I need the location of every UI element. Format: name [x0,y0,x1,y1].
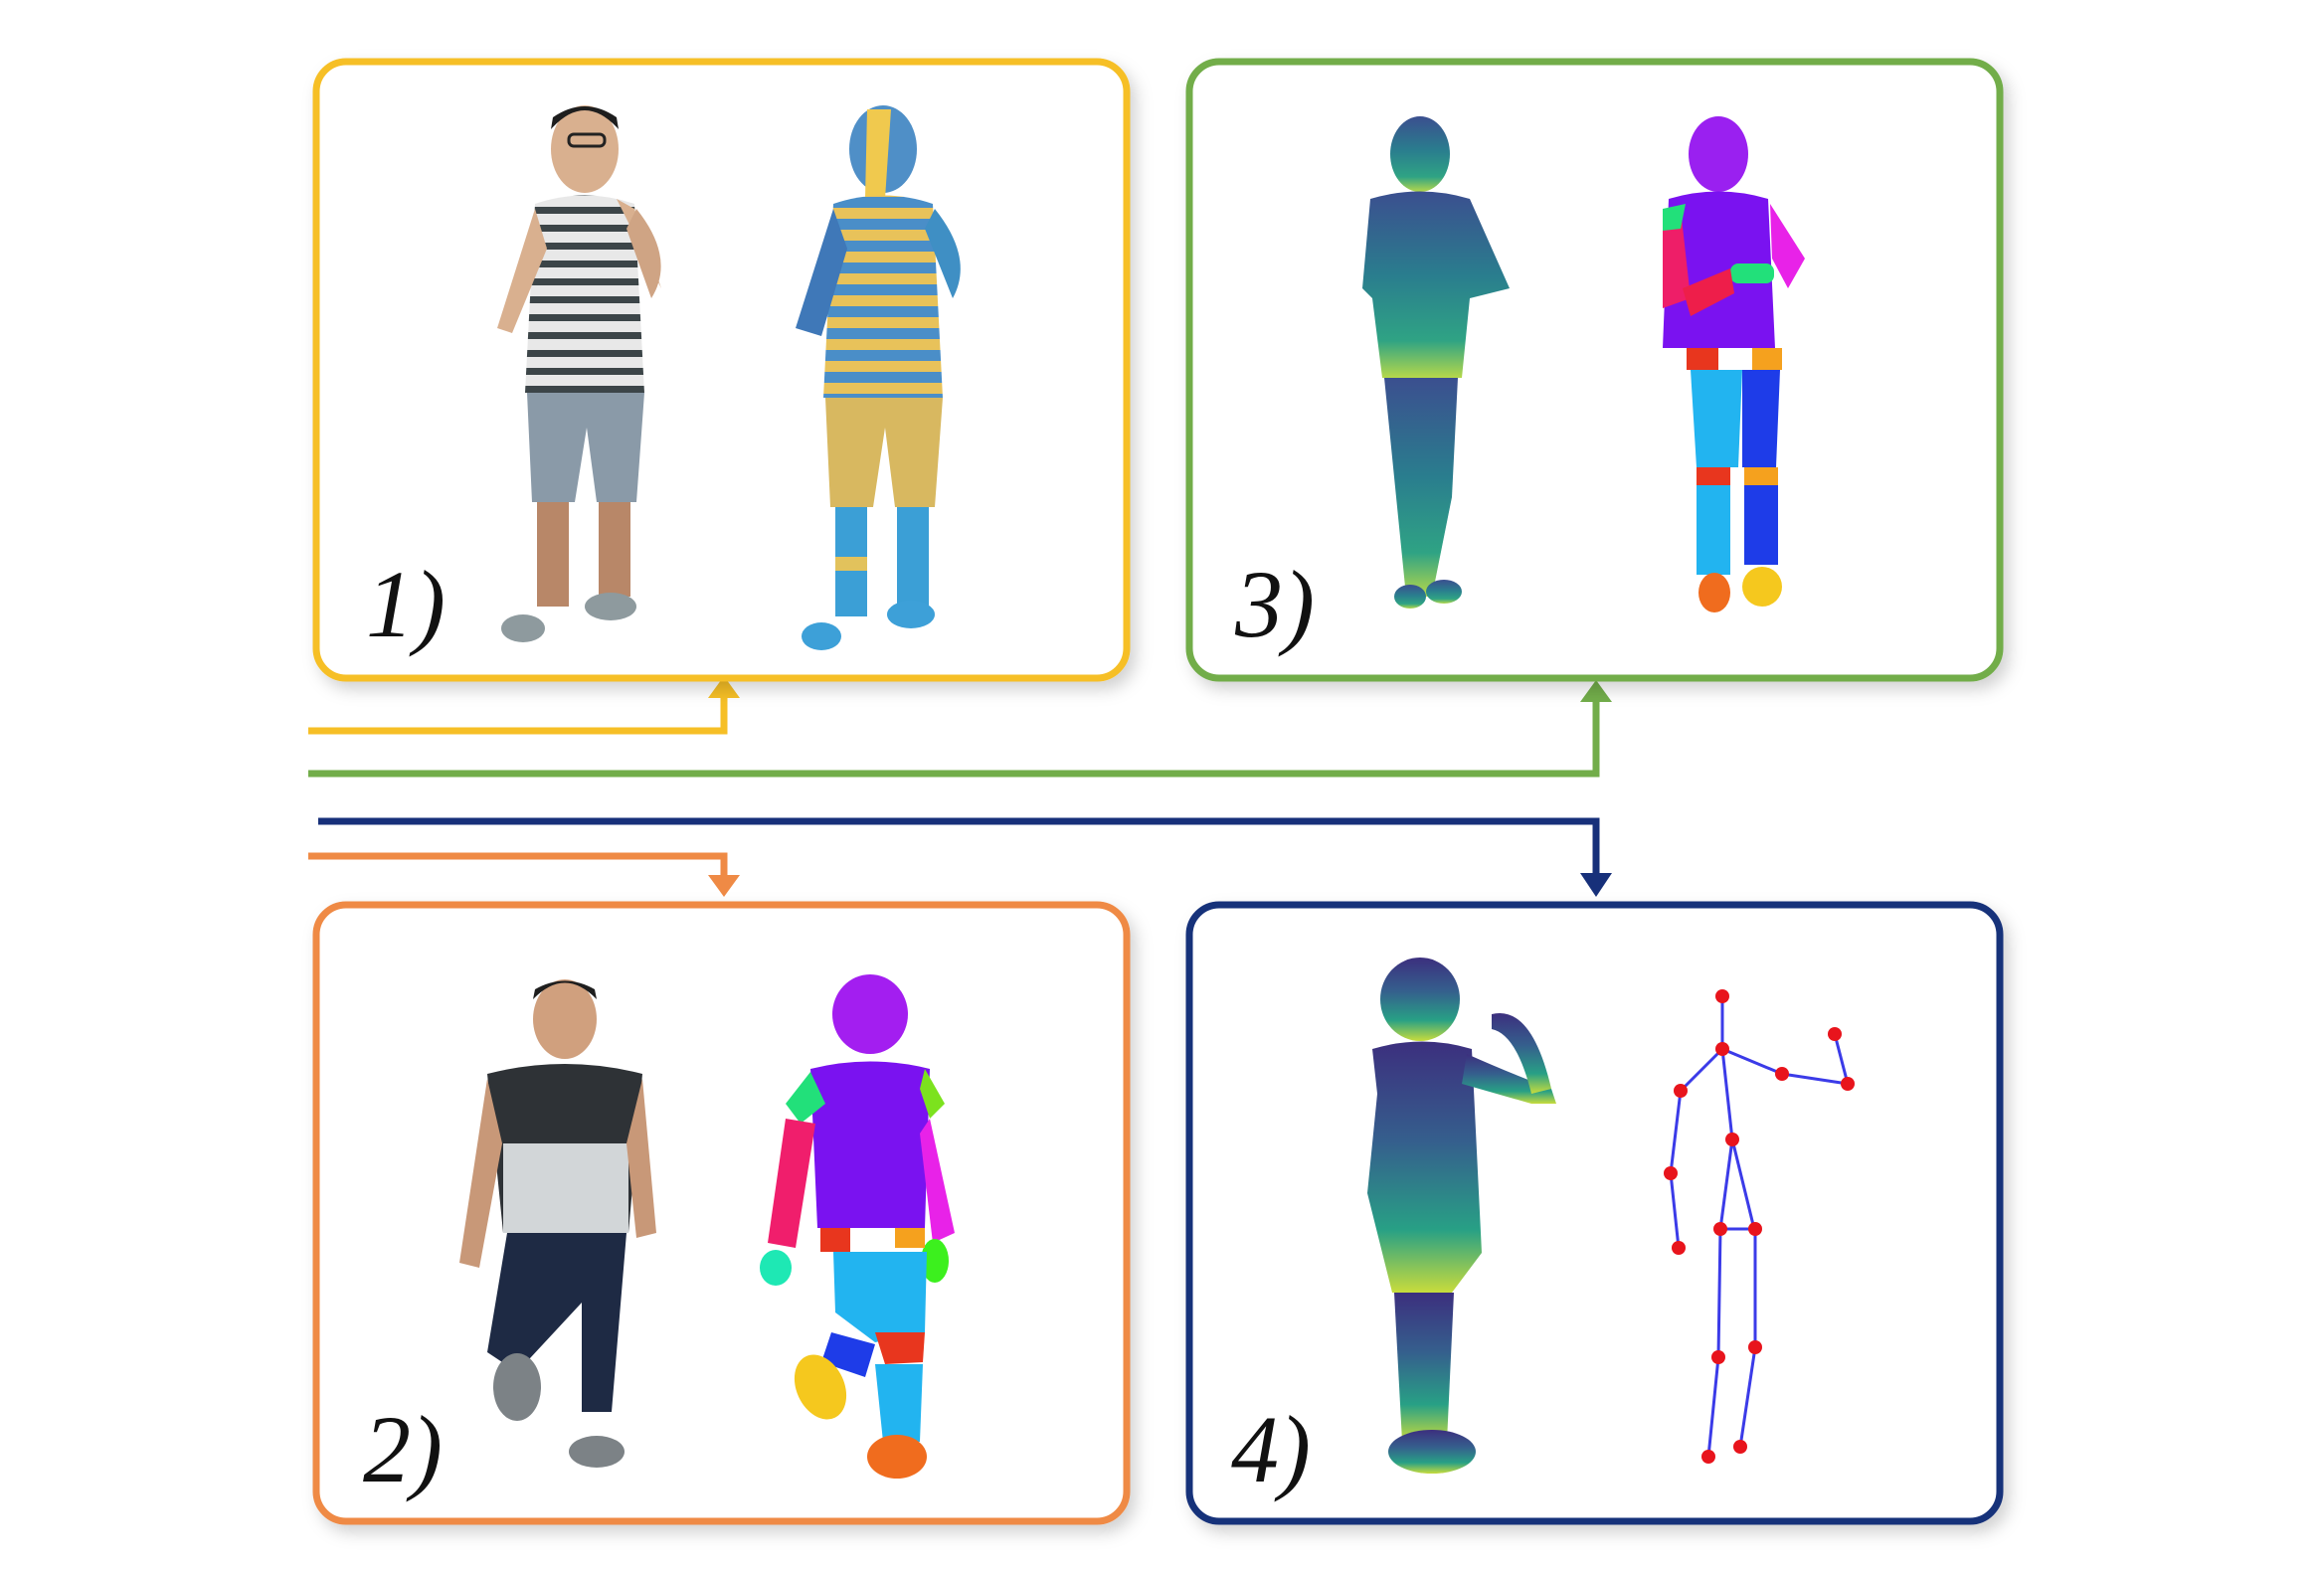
arrow-to-panel-4 [318,817,1600,875]
panel-3-label: 3) [1234,551,1315,657]
skeleton-joints [1664,989,1855,1464]
arrow-head-2 [708,875,740,897]
depth-map-person [1362,116,1510,609]
panel-2: 2) [312,901,1131,1525]
arrow-to-panel-2 [308,852,728,877]
panel-4: 4) [1185,901,2004,1525]
connector-arrows [308,676,1612,897]
panel-2-label: 2) [363,1396,443,1502]
arrow-head-3 [1580,680,1612,702]
depth-map-person [1367,958,1556,1474]
arrow-to-panel-1 [308,696,728,735]
arrow-head-4 [1580,873,1612,897]
depth-colored-person [796,105,961,650]
body-part-segmentation [760,974,955,1479]
skeleton-keypoints [1664,989,1855,1464]
photo-person [497,105,661,642]
body-part-segmentation [1663,116,1805,612]
panel-4-frame [1185,901,2004,1525]
arrow-to-panel-3 [308,701,1600,778]
panel-1: 1) [312,58,1131,682]
panel-3: 3) [1185,58,2004,682]
panel-1-label: 1) [366,551,446,657]
arrow-head-1 [708,676,740,698]
panel-4-label: 4) [1231,1396,1311,1502]
photo-person [459,979,656,1468]
